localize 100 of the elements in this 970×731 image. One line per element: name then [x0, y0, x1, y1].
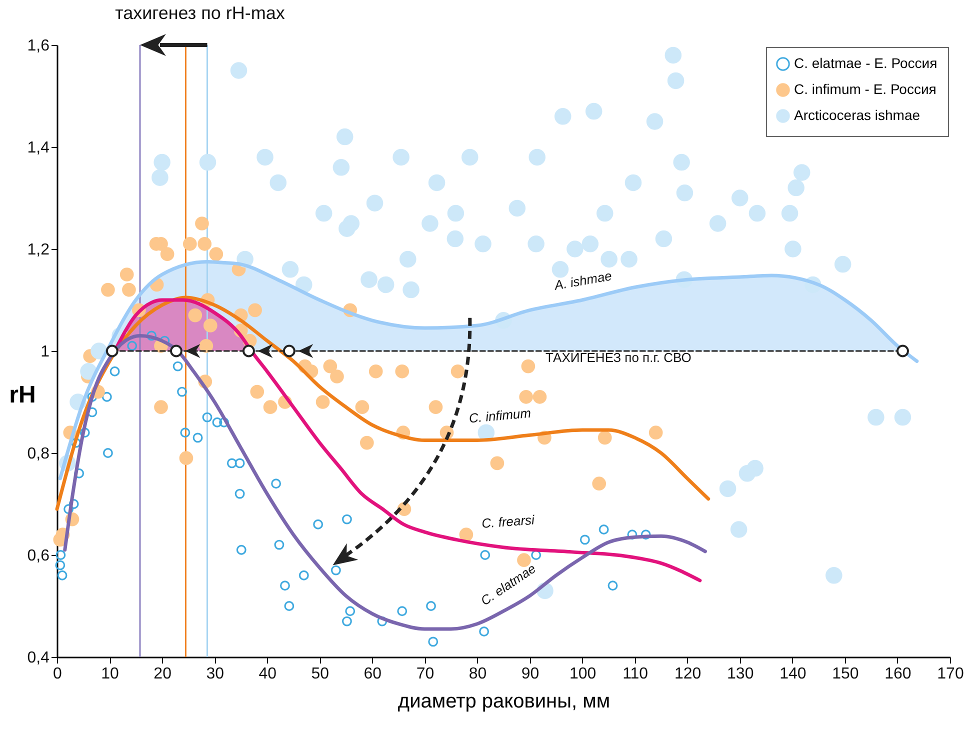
y-tick-label: 0,6 — [27, 548, 50, 564]
point — [282, 344, 296, 358]
series-label: C. frearsi — [481, 512, 536, 531]
point — [57, 570, 68, 580]
y-axis-title: rH — [9, 382, 36, 408]
point — [395, 364, 410, 378]
point — [428, 400, 443, 414]
point — [640, 530, 651, 540]
point — [209, 247, 224, 262]
point — [226, 458, 237, 468]
point — [219, 417, 230, 428]
y-tick-label: 1,4 — [27, 140, 50, 156]
x-tick-label: 30 — [206, 666, 224, 682]
point — [160, 247, 174, 262]
series-label: C. infimum — [468, 405, 532, 426]
point — [298, 570, 309, 580]
point — [284, 601, 294, 611]
point — [608, 580, 618, 591]
line-series — [63, 334, 707, 631]
point — [896, 344, 909, 358]
point — [234, 458, 245, 468]
point — [234, 488, 245, 499]
x-tick-label: 90 — [521, 666, 540, 682]
x-tick-label: 130 — [727, 666, 754, 682]
x-tick-label: 110 — [622, 666, 648, 682]
text: тахигенез по rH-max — [115, 3, 285, 23]
point — [242, 344, 255, 358]
point — [271, 478, 282, 489]
x-tick-label: 70 — [416, 666, 434, 682]
point — [531, 550, 542, 560]
x-tick-label: 100 — [569, 666, 596, 682]
point — [179, 451, 194, 466]
point — [80, 428, 90, 438]
point — [106, 344, 118, 358]
x-tick-label: 170 — [937, 666, 964, 682]
point — [459, 528, 474, 542]
point — [203, 318, 218, 332]
legend-label: Arcticoceras ishmae — [794, 107, 920, 123]
point — [450, 364, 465, 378]
point — [274, 540, 284, 550]
point — [180, 428, 190, 438]
point — [580, 534, 590, 545]
point — [177, 386, 188, 397]
point — [330, 565, 341, 576]
x-tick-label: 50 — [311, 666, 330, 682]
point — [316, 395, 330, 409]
text: A. ishmae — [552, 268, 613, 294]
point — [480, 550, 490, 560]
point — [172, 361, 183, 372]
point — [519, 390, 534, 404]
point — [192, 432, 203, 443]
point — [598, 524, 609, 534]
x-tick-label: 60 — [364, 666, 382, 682]
series-label: ТАХИГЕНЕЗ по п.г. СВО — [546, 350, 692, 365]
point — [122, 282, 136, 297]
point — [479, 626, 490, 636]
point — [648, 426, 663, 440]
point — [102, 448, 113, 458]
point — [120, 268, 134, 282]
point — [182, 236, 197, 251]
x-tick-label: 20 — [154, 666, 172, 682]
point — [592, 476, 606, 491]
point — [360, 436, 374, 450]
point — [250, 384, 264, 399]
point — [170, 344, 182, 358]
y-tick-label: 0,8 — [27, 446, 50, 462]
point — [627, 530, 638, 540]
x-tick-label: 120 — [674, 666, 702, 682]
point — [199, 338, 214, 353]
point — [248, 303, 262, 318]
point — [342, 616, 352, 626]
x-tick-label: 10 — [101, 666, 120, 682]
y-tick-label: 1 — [40, 344, 50, 360]
x-tick-label: 0 — [53, 666, 62, 682]
y-tick-label: 1,6 — [27, 38, 50, 54]
point — [323, 359, 338, 374]
y-tick-label: 1,2 — [27, 242, 50, 258]
point — [598, 430, 612, 445]
point — [101, 282, 115, 297]
point — [202, 412, 212, 422]
point — [146, 330, 157, 341]
x-tick-label: 160 — [884, 666, 912, 682]
point — [195, 216, 209, 230]
y-tick-label: 0,4 — [27, 650, 50, 666]
point — [426, 601, 436, 611]
point — [428, 636, 438, 647]
x-axis-title: диаметр раковины, мм — [398, 690, 610, 712]
point — [280, 580, 290, 591]
x-tick-label: 40 — [258, 666, 277, 682]
point — [345, 606, 356, 616]
point — [212, 417, 222, 428]
point — [490, 456, 504, 470]
point — [236, 544, 246, 555]
point — [368, 364, 383, 378]
point — [342, 514, 352, 524]
x-tick-label: 80 — [468, 666, 487, 682]
x-tick-label: 140 — [780, 666, 806, 682]
x-tick-label: 150 — [832, 666, 859, 682]
point — [110, 366, 120, 376]
point — [313, 519, 324, 530]
